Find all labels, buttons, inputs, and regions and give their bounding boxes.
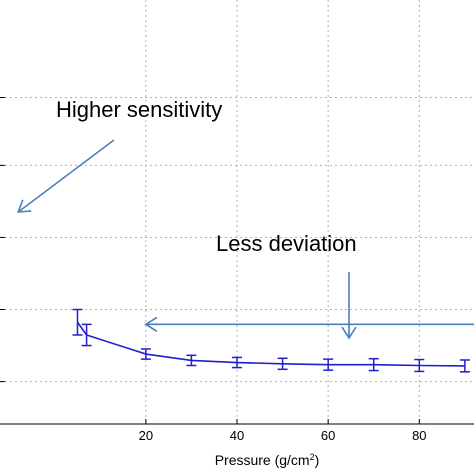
x-tick-label: 40 [230,428,244,443]
data-point [232,356,242,369]
x-tick-label: 80 [412,428,426,443]
x-tick-label: 60 [321,428,335,443]
arrow-head [144,316,158,333]
data-point [81,323,92,347]
grid [0,0,474,424]
data-point [459,359,470,373]
annotation-higher-sensitivity: Higher sensitivity [17,97,222,213]
annotations-layer: Higher sensitivity Less deviation [17,97,474,340]
x-axis-label: Pressure (g/cm2) [215,452,320,468]
annotation-less-deviation: Less deviation [144,231,474,340]
arrow-head [341,326,357,340]
tick-labels: 20 40 60 80 [139,428,427,443]
data-point [277,357,288,371]
data-point [186,354,197,367]
annotation-less-deviation-text: Less deviation [216,231,357,256]
series-layer [72,308,470,373]
data-point [140,348,151,360]
data-point [414,358,425,373]
data-point [72,308,83,336]
data-point [368,357,379,372]
x-tick-label: 20 [139,428,153,443]
data-point [323,358,334,371]
arrow-line [17,139,115,213]
annotation-higher-sensitivity-text: Higher sensitivity [56,97,222,122]
series-line [76,321,465,367]
plot-frame [0,97,474,425]
arrow-head [17,199,32,213]
